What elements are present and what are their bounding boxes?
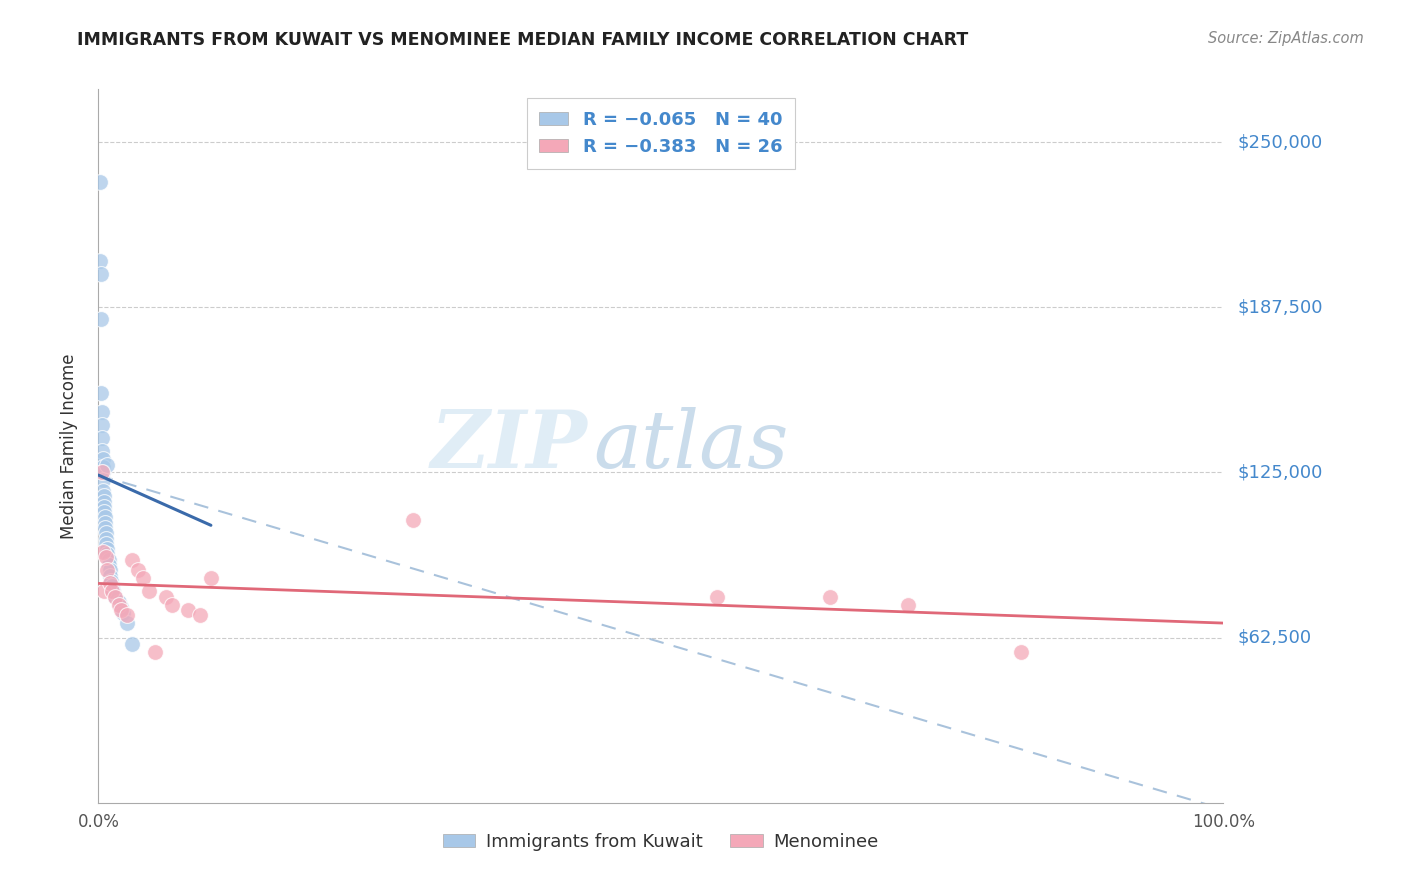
Point bbox=[96, 547, 118, 561]
Point bbox=[98, 563, 121, 577]
Point bbox=[96, 532, 118, 546]
Point bbox=[121, 637, 143, 651]
Point bbox=[91, 460, 114, 475]
Point bbox=[96, 526, 118, 541]
Point bbox=[110, 603, 132, 617]
Point bbox=[93, 500, 115, 514]
Point bbox=[93, 584, 115, 599]
Text: $62,500: $62,500 bbox=[1237, 629, 1312, 647]
Point bbox=[90, 417, 112, 432]
Text: ZIP: ZIP bbox=[430, 408, 588, 484]
Point bbox=[93, 505, 115, 519]
Point bbox=[94, 516, 117, 530]
Point bbox=[101, 584, 124, 599]
Point bbox=[107, 595, 129, 609]
Point bbox=[115, 608, 138, 623]
Point bbox=[115, 616, 138, 631]
Point bbox=[94, 521, 117, 535]
Point bbox=[90, 431, 112, 445]
Point bbox=[104, 590, 127, 604]
Text: $250,000: $250,000 bbox=[1237, 133, 1323, 151]
Legend: Immigrants from Kuwait, Menominee: Immigrants from Kuwait, Menominee bbox=[436, 826, 886, 858]
Point bbox=[138, 584, 160, 599]
Point bbox=[90, 267, 112, 281]
Point bbox=[101, 579, 124, 593]
Text: IMMIGRANTS FROM KUWAIT VS MENOMINEE MEDIAN FAMILY INCOME CORRELATION CHART: IMMIGRANTS FROM KUWAIT VS MENOMINEE MEDI… bbox=[77, 31, 969, 49]
Point bbox=[89, 175, 111, 189]
Point bbox=[127, 563, 149, 577]
Point bbox=[98, 568, 121, 582]
Point bbox=[93, 494, 115, 508]
Point bbox=[200, 571, 222, 585]
Point bbox=[143, 645, 166, 659]
Point bbox=[188, 608, 211, 623]
Point bbox=[155, 590, 177, 604]
Point bbox=[91, 483, 114, 498]
Point bbox=[93, 489, 115, 503]
Point bbox=[1010, 645, 1032, 659]
Point bbox=[91, 466, 114, 480]
Point bbox=[90, 466, 112, 480]
Point bbox=[101, 584, 124, 599]
Point bbox=[96, 458, 118, 472]
Point bbox=[91, 452, 114, 467]
Point bbox=[96, 542, 118, 557]
Point bbox=[706, 590, 728, 604]
Point bbox=[94, 510, 117, 524]
Point bbox=[402, 513, 425, 527]
Point bbox=[90, 312, 112, 326]
Point bbox=[97, 558, 120, 572]
Point bbox=[96, 563, 118, 577]
Point bbox=[90, 386, 112, 401]
Point bbox=[897, 598, 920, 612]
Point bbox=[90, 404, 112, 418]
Point bbox=[818, 590, 841, 604]
Point bbox=[107, 598, 129, 612]
Point bbox=[104, 590, 127, 604]
Text: $125,000: $125,000 bbox=[1237, 464, 1323, 482]
Point bbox=[90, 444, 112, 458]
Point bbox=[91, 474, 114, 488]
Point bbox=[96, 549, 118, 564]
Point bbox=[160, 598, 183, 612]
Point bbox=[112, 606, 135, 620]
Text: $187,500: $187,500 bbox=[1237, 298, 1323, 317]
Point bbox=[96, 537, 118, 551]
Y-axis label: Median Family Income: Median Family Income bbox=[59, 353, 77, 539]
Point bbox=[89, 254, 111, 268]
Point bbox=[177, 603, 200, 617]
Point bbox=[98, 576, 121, 591]
Point bbox=[97, 552, 120, 566]
Text: Source: ZipAtlas.com: Source: ZipAtlas.com bbox=[1208, 31, 1364, 46]
Point bbox=[132, 571, 155, 585]
Point bbox=[121, 552, 143, 566]
Point bbox=[91, 545, 114, 559]
Point bbox=[100, 574, 122, 588]
Text: atlas: atlas bbox=[593, 408, 789, 484]
Point bbox=[110, 600, 132, 615]
